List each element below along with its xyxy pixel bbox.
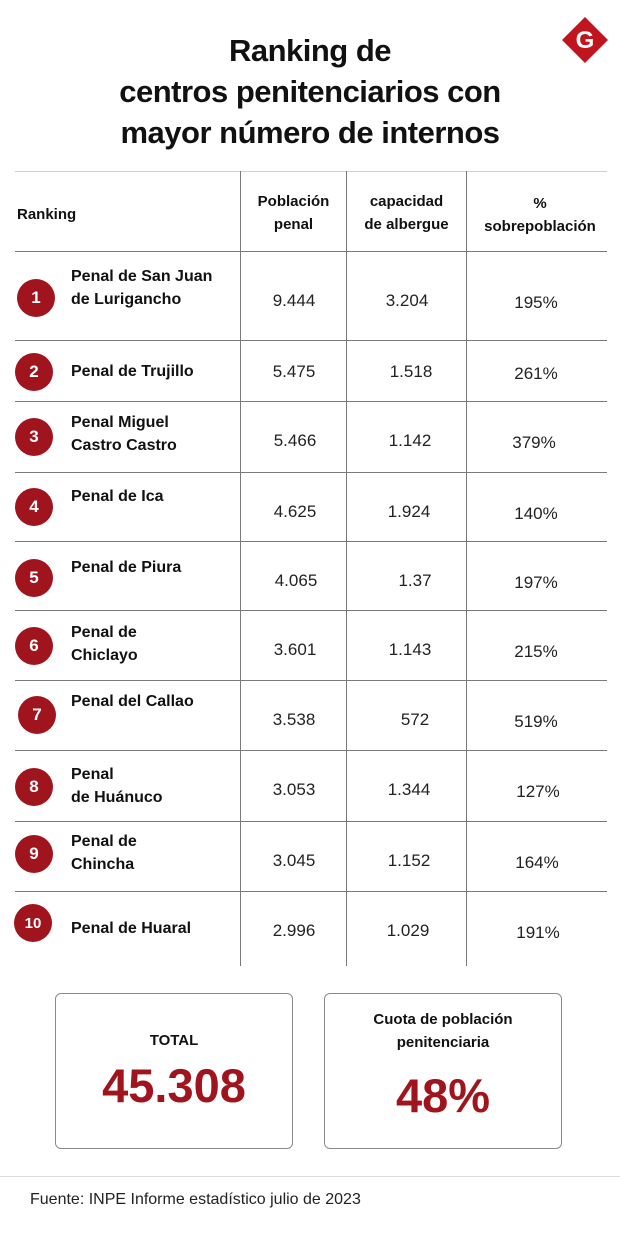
- title-line-1: Ranking de: [228, 33, 392, 68]
- penal-name-line: Penal: [71, 766, 114, 783]
- rank-badge: 5: [15, 559, 53, 597]
- header-ranking: Ranking: [17, 206, 77, 223]
- capacidad-value: 3.204: [385, 291, 429, 310]
- capacidad-value: 572: [400, 710, 430, 729]
- rank-badge: 9: [15, 835, 53, 873]
- title-line-3: mayor número de internos: [120, 115, 500, 150]
- rank-badge: 3: [15, 418, 53, 456]
- poblacion-value: 2.996: [272, 921, 316, 940]
- penal-name-line: Penal de Ica: [71, 488, 164, 505]
- capacidad-value: 1.152: [387, 851, 431, 870]
- penal-name-line: Penal de: [71, 833, 137, 850]
- poblacion-value: 4.065: [274, 571, 318, 590]
- poblacion-value: 3.053: [272, 780, 316, 799]
- sobrepoblacion-value: 164%: [515, 853, 559, 872]
- rank-badge: 1: [17, 279, 55, 317]
- header-sobrepoblacion: % sobrepoblación: [484, 195, 596, 235]
- sobrepoblacion-value: 197%: [514, 573, 558, 592]
- capacidad-value: 1.518: [389, 362, 433, 381]
- penal-name: Penal de Chiclayo: [71, 621, 138, 667]
- penal-name: Penal de Ica: [71, 485, 164, 508]
- sobrepoblacion-value: 140%: [514, 504, 558, 523]
- sobrepoblacion-value: 379%: [512, 433, 556, 452]
- total-box: TOTAL 45.308: [55, 993, 293, 1149]
- row-separator: [15, 680, 607, 681]
- penal-name-line: de Lurigancho: [71, 291, 182, 308]
- cuota-value: 48%: [395, 1069, 491, 1122]
- poblacion-value: 3.045: [272, 851, 316, 870]
- sobrepoblacion-value: 195%: [514, 293, 558, 312]
- brand-logo-icon: G: [562, 17, 608, 63]
- poblacion-value: 5.475: [272, 362, 316, 381]
- poblacion-value: 3.601: [273, 640, 317, 659]
- penal-name-line: de Huánuco: [71, 789, 163, 806]
- sobrepoblacion-value: 127%: [516, 782, 560, 801]
- penal-name: Penal de Piura: [71, 556, 181, 579]
- penal-name-line: Penal de Piura: [71, 559, 182, 576]
- capacidad-value: 1.142: [388, 431, 432, 450]
- penal-name: Penal de Huánuco: [71, 763, 163, 809]
- capacidad-value: 1.344: [387, 780, 431, 799]
- sobrepoblacion-value: 191%: [516, 923, 560, 942]
- row-separator: [15, 891, 607, 892]
- penal-name-line: Castro Castro: [71, 437, 177, 454]
- penal-name-line: Penal del Callao: [71, 693, 194, 710]
- header-capacidad: capacidad de albergue: [364, 193, 449, 233]
- row-separator: [15, 541, 607, 542]
- title-line-2: centros penitenciarios con: [119, 74, 501, 109]
- header-poblacion: Población penal: [257, 193, 330, 233]
- cuota-label: Cuota de población penitenciaria: [373, 1011, 513, 1051]
- rank-badge: 7: [18, 696, 56, 734]
- penal-name: Penal de San Juan de Lurigancho: [71, 265, 212, 311]
- row-separator: [15, 251, 607, 252]
- rank-badge: 10: [14, 904, 52, 942]
- penal-name: Penal de Huaral: [71, 917, 191, 940]
- capacidad-value: 1.029: [386, 921, 430, 940]
- row-separator: [15, 340, 607, 341]
- total-value: 45.308: [102, 1059, 246, 1112]
- column-divider-1: [240, 171, 241, 966]
- sobrepoblacion-value: 519%: [514, 712, 558, 731]
- penal-name: Penal Miguel Castro Castro: [71, 411, 177, 457]
- penal-name-line: Penal de: [71, 624, 137, 641]
- capacidad-value: 1.143: [388, 640, 432, 659]
- penal-name-line: Penal de Trujillo: [71, 363, 194, 380]
- table-top-rule: [15, 171, 607, 172]
- rank-badge: 6: [15, 627, 53, 665]
- capacidad-value: 1.924: [387, 502, 431, 521]
- logo-letter: G: [576, 27, 595, 54]
- sobrepoblacion-value: 215%: [514, 642, 558, 661]
- rank-badge: 8: [15, 768, 53, 806]
- penal-name-line: Penal de Huaral: [71, 920, 192, 937]
- capacidad-value: 1.37: [398, 571, 432, 590]
- rank-badge: 4: [15, 488, 53, 526]
- poblacion-value: 3.538: [272, 710, 316, 729]
- penal-name: Penal de Chincha: [71, 830, 137, 876]
- row-separator: [15, 472, 607, 473]
- source-note: Fuente: INPE Informe estadístico julio d…: [30, 1191, 361, 1208]
- poblacion-value: 9.444: [272, 291, 316, 310]
- penal-name: Penal del Callao: [71, 690, 194, 713]
- column-divider-2: [346, 171, 347, 966]
- poblacion-value: 4.625: [273, 502, 317, 521]
- row-separator: [15, 750, 607, 751]
- penal-name-line: Chiclayo: [71, 647, 138, 664]
- sobrepoblacion-value: 261%: [514, 364, 558, 383]
- penal-name: Penal de Trujillo: [71, 360, 194, 383]
- penal-name-line: Penal de San Juan: [71, 268, 213, 285]
- row-separator: [15, 821, 607, 822]
- poblacion-value: 5.466: [273, 431, 317, 450]
- row-separator: [15, 610, 607, 611]
- total-label: TOTAL: [149, 1032, 199, 1049]
- penal-name-line: Chincha: [71, 856, 135, 873]
- logo-diamond: [562, 17, 608, 63]
- penal-name-line: Penal Miguel: [71, 414, 169, 431]
- column-divider-3: [466, 171, 467, 966]
- rank-badge: 2: [15, 353, 53, 391]
- footer-rule: [0, 1176, 620, 1177]
- row-separator: [15, 401, 607, 402]
- page-title: Ranking de centros penitenciarios con ma…: [0, 30, 620, 153]
- cuota-box: Cuota de población penitenciaria 48%: [324, 993, 562, 1149]
